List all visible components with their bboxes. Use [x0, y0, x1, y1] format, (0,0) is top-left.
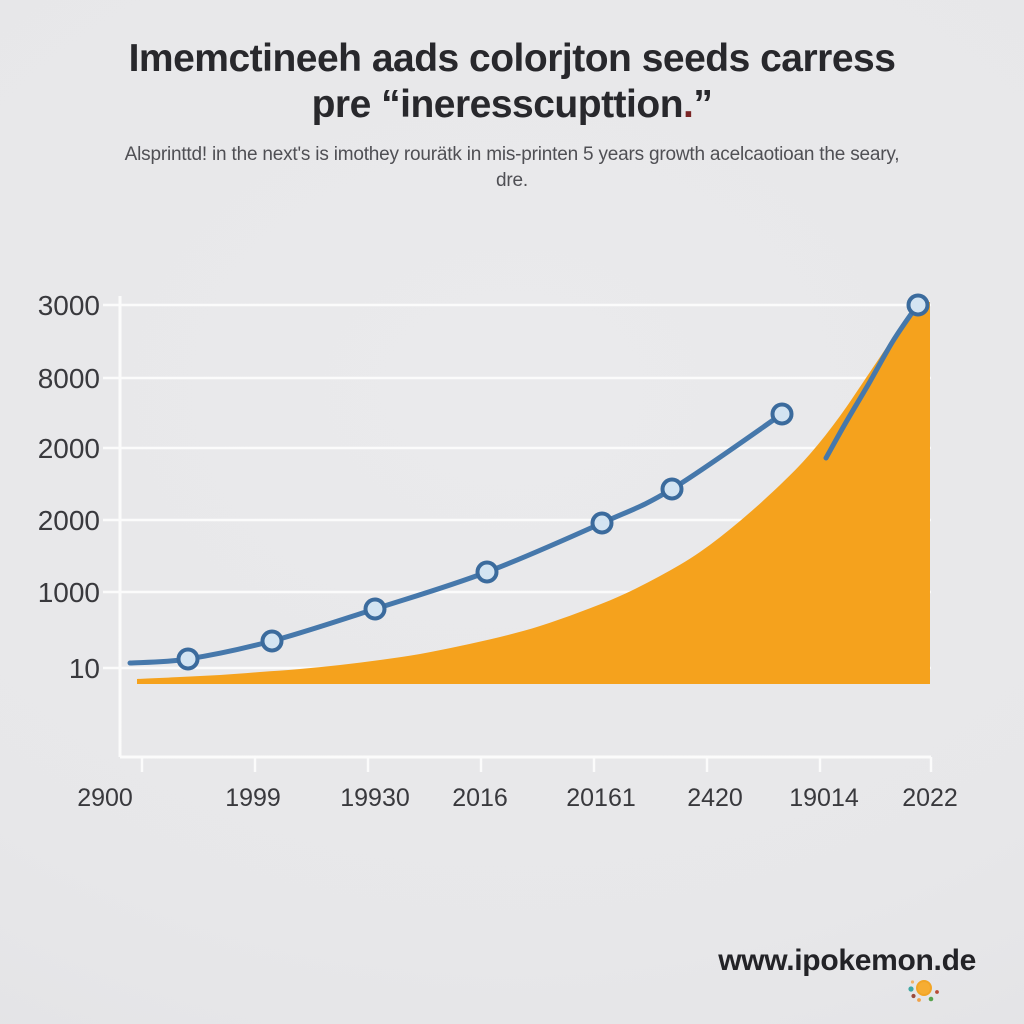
growth-area-line-chart: 3000 8000 2000 2000 1000 10 2900 1999 19930 2016 2… — [0, 0, 1024, 1024]
svg-text:2420: 2420 — [687, 784, 743, 812]
svg-text:1999: 1999 — [225, 784, 281, 812]
svg-text:2022: 2022 — [902, 784, 958, 812]
svg-text:19930: 19930 — [340, 784, 410, 812]
svg-text:10: 10 — [69, 653, 100, 684]
svg-text:2000: 2000 — [38, 433, 100, 464]
svg-text:2016: 2016 — [452, 784, 508, 812]
svg-text:20161: 20161 — [566, 784, 636, 812]
svg-text:2000: 2000 — [38, 505, 100, 536]
svg-text:1000: 1000 — [38, 577, 100, 608]
svg-text:8000: 8000 — [38, 363, 100, 394]
svg-text:2900: 2900 — [77, 784, 133, 812]
sun-sparkle-icon — [904, 971, 944, 1005]
svg-text:3000: 3000 — [38, 290, 100, 321]
svg-text:19014: 19014 — [789, 784, 859, 812]
